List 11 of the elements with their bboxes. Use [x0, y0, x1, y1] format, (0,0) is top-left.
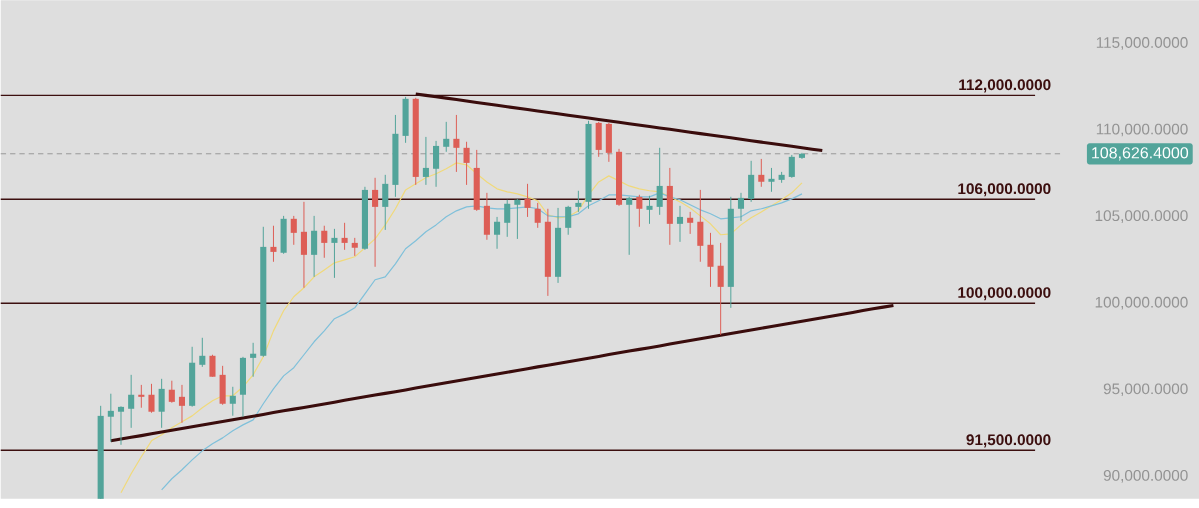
ref-line-label: 106,000.0000 — [958, 183, 1051, 197]
ref-line-label: 108,626.4000 — [1092, 147, 1189, 161]
y-tick-label: 110,000.0000 — [1096, 123, 1188, 137]
y-tick-label: 115,000.0000 — [1096, 37, 1188, 50]
ref-line-label: 91,500.0000 — [966, 434, 1051, 448]
y-tick-label: 100,000.0000 — [1095, 296, 1188, 310]
ref-line-label: 100,000.0000 — [958, 287, 1051, 301]
y-tick-label: 90,000.0000 — [1103, 470, 1188, 483]
ref-line-label: 112,000.0000 — [959, 79, 1051, 93]
y-tick-label: 105,000.0000 — [1095, 210, 1188, 223]
y-tick-label: 95,000.0000 — [1103, 383, 1188, 397]
